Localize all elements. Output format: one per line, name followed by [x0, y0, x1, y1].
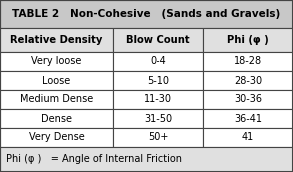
Text: 41: 41	[242, 132, 254, 142]
Bar	[0, 0, 293, 28]
Text: 31-50: 31-50	[144, 114, 172, 123]
Text: 28-30: 28-30	[234, 76, 262, 85]
Text: Very loose: Very loose	[31, 56, 82, 67]
Text: 50+: 50+	[148, 132, 168, 142]
Text: 18-28: 18-28	[234, 56, 262, 67]
Bar	[203, 90, 293, 109]
Bar	[113, 52, 203, 71]
Bar	[203, 109, 293, 128]
Bar	[113, 90, 203, 109]
Bar	[0, 147, 293, 172]
Text: Phi (φ ): Phi (φ )	[227, 35, 269, 45]
Bar	[0, 28, 113, 52]
Bar	[0, 109, 113, 128]
Bar	[203, 71, 293, 90]
Bar	[203, 128, 293, 147]
Text: 0-4: 0-4	[150, 56, 166, 67]
Text: 36-41: 36-41	[234, 114, 262, 123]
Text: Dense: Dense	[41, 114, 72, 123]
Text: 11-30: 11-30	[144, 94, 172, 105]
Bar	[0, 71, 113, 90]
Bar	[113, 128, 203, 147]
Text: 5-10: 5-10	[147, 76, 169, 85]
Text: Relative Density: Relative Density	[10, 35, 103, 45]
Bar	[203, 28, 293, 52]
Text: Loose: Loose	[42, 76, 71, 85]
Text: Blow Count: Blow Count	[126, 35, 190, 45]
Text: TABLE 2   Non-Cohesive   (Sands and Gravels): TABLE 2 Non-Cohesive (Sands and Gravels)	[12, 9, 281, 19]
Bar	[113, 28, 203, 52]
Text: Medium Dense: Medium Dense	[20, 94, 93, 105]
Bar	[113, 71, 203, 90]
Bar	[203, 52, 293, 71]
Bar	[0, 90, 113, 109]
Bar	[113, 109, 203, 128]
Text: Phi (φ )   = Angle of Internal Friction: Phi (φ ) = Angle of Internal Friction	[6, 154, 182, 164]
Text: 30-36: 30-36	[234, 94, 262, 105]
Text: Very Dense: Very Dense	[29, 132, 84, 142]
Bar	[0, 52, 113, 71]
Bar	[0, 128, 113, 147]
